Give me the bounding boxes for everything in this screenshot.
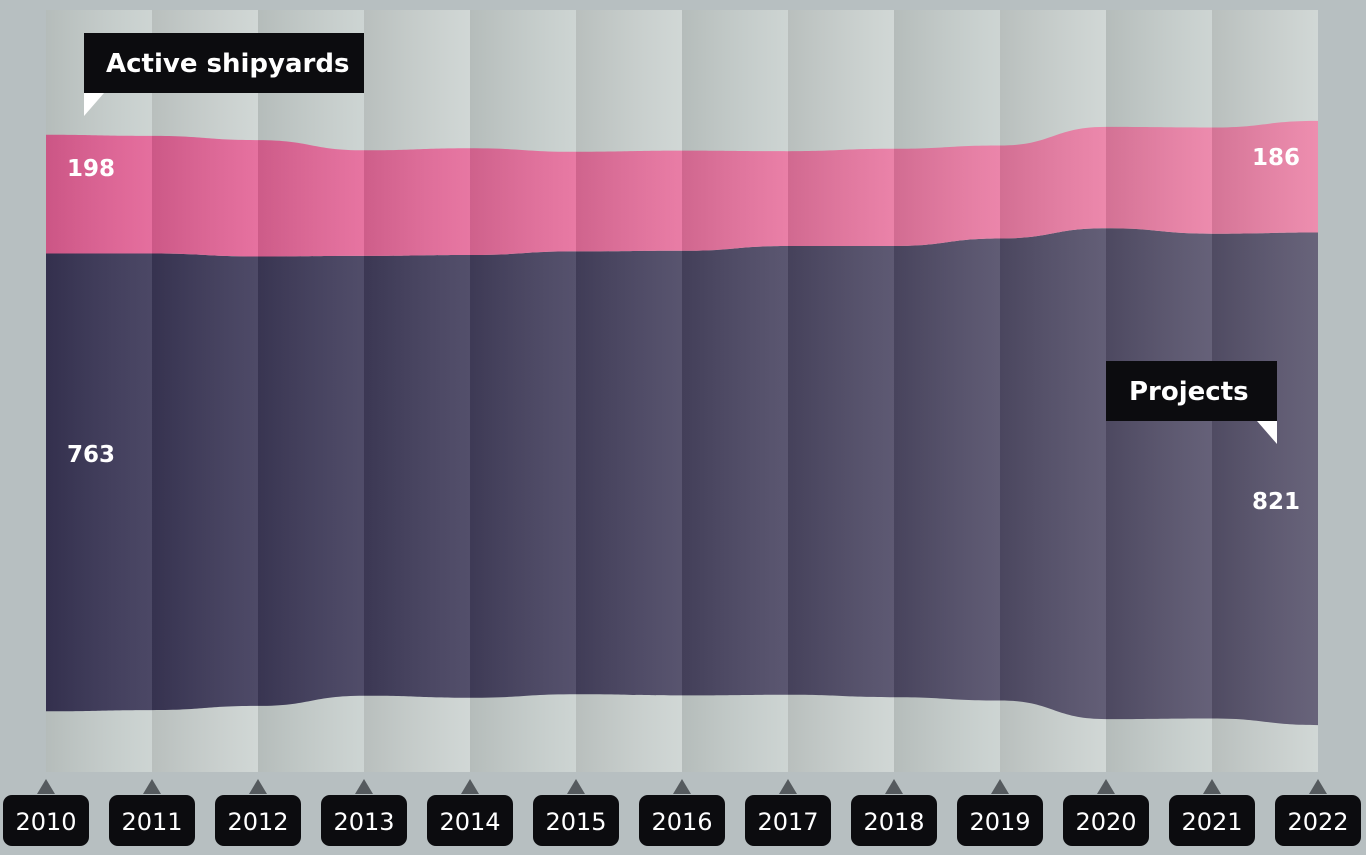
- year-stripe: [576, 10, 682, 772]
- year-tick: [143, 779, 161, 794]
- year-label: 2016: [651, 808, 712, 836]
- year-stripe-shading: [46, 10, 1318, 772]
- year-stripe: [258, 10, 364, 772]
- year-label: 2019: [969, 808, 1030, 836]
- last-shipyards-label: 186: [1252, 145, 1300, 171]
- year-tick: [355, 779, 373, 794]
- year-tick: [673, 779, 691, 794]
- year-label-box: [1169, 795, 1255, 846]
- last-projects-label: 821: [1252, 489, 1300, 515]
- year-label: 2014: [439, 808, 500, 836]
- year-label-box: [851, 795, 937, 846]
- year-tick: [1097, 779, 1115, 794]
- year-label: 2013: [333, 808, 394, 836]
- year-stripe: [364, 10, 470, 772]
- year-stripe: [152, 10, 258, 772]
- year-stripe: [1000, 10, 1106, 772]
- projects-series-tag: Projects: [1106, 361, 1277, 444]
- year-stripe: [470, 10, 576, 772]
- year-tick: [1203, 779, 1221, 794]
- year-tick: [37, 779, 55, 794]
- year-label: 2010: [15, 808, 76, 836]
- year-label: 2021: [1181, 808, 1242, 836]
- year-axis: 2010 2011 2012 2013 2014 2015 2016 2017 2018 2019…: [3, 779, 1361, 846]
- year-tick: [885, 779, 903, 794]
- shipyards-tag-box: [84, 33, 364, 93]
- year-label: 2020: [1075, 808, 1136, 836]
- year-label-box: [427, 795, 513, 846]
- year-label-box: [215, 795, 301, 846]
- year-label-box: [1063, 795, 1149, 846]
- first-projects-label: 763: [67, 442, 115, 468]
- projects-series-name: Projects: [1129, 377, 1249, 407]
- year-label: 2018: [863, 808, 924, 836]
- year-label: 2017: [757, 808, 818, 836]
- year-label: 2022: [1287, 808, 1348, 836]
- year-label: 2015: [545, 808, 606, 836]
- year-label: 2011: [121, 808, 182, 836]
- year-tick: [567, 779, 585, 794]
- year-stripe: [46, 10, 152, 772]
- projects-tag-box: [1106, 361, 1277, 421]
- year-tick: [1309, 779, 1327, 794]
- year-label: 2012: [227, 808, 288, 836]
- shipyards-tag-pointer: [84, 93, 104, 116]
- year-label-box: [533, 795, 619, 846]
- year-stripe: [682, 10, 788, 772]
- year-tick: [991, 779, 1009, 794]
- year-label-box: [109, 795, 195, 846]
- first-shipyards-label: 198: [67, 156, 115, 182]
- year-tick: [249, 779, 267, 794]
- year-label-box: [1275, 795, 1361, 846]
- year-tick: [779, 779, 797, 794]
- year-label-box: [639, 795, 725, 846]
- year-label-box: [745, 795, 831, 846]
- year-tick: [461, 779, 479, 794]
- year-stripe: [894, 10, 1000, 772]
- projects-tag-pointer: [1257, 421, 1277, 444]
- shipyards-series-tag: Active shipyards: [84, 33, 364, 116]
- year-stripe: [788, 10, 894, 772]
- year-label-box: [3, 795, 89, 846]
- year-label-box: [957, 795, 1043, 846]
- shipyards-series-name: Active shipyards: [106, 49, 349, 79]
- year-label-box: [321, 795, 407, 846]
